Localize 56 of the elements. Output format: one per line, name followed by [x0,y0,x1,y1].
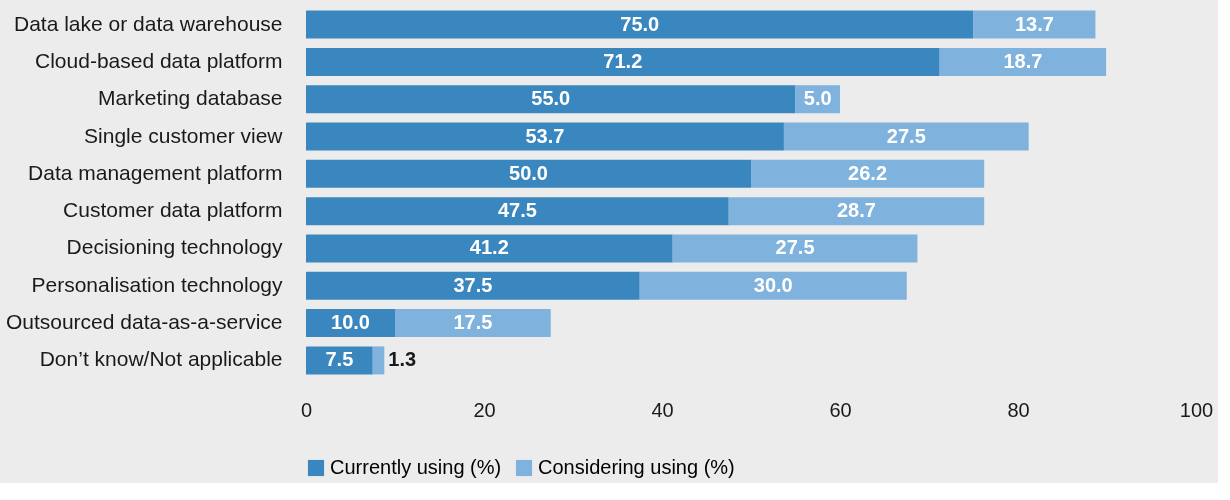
data-label: 27.5 [886,124,926,147]
data-label: 41.2 [469,236,509,259]
bar [395,309,551,338]
data-label: 75.0 [620,12,660,35]
x-tick-label: 100 [1179,398,1214,421]
data-label: 10.0 [331,311,370,334]
x-tick-label: 60 [829,398,852,421]
data-label: 50.0 [509,161,548,184]
bar [306,122,784,151]
data-label: 53.7 [525,124,565,147]
y-tick-label: Don’t know/Not applicable [39,347,283,371]
x-tick-label: 80 [1007,398,1030,421]
data-label: 1.3 [388,348,417,371]
data-label: 26.2 [848,161,888,184]
y-tick-label: Personalisation technology [31,272,283,296]
data-label: 55.0 [531,87,571,110]
bar [306,234,673,263]
data-label: 28.7 [837,199,876,222]
y-tick-label: Data management platform [28,160,283,184]
bar [728,197,985,226]
x-tick-label: 20 [473,398,496,421]
bar [783,122,1029,151]
y-tick-label: Outsourced data-as-a-service [5,310,283,334]
bar [306,271,640,300]
y-tick-label: Customer data platform [63,198,283,222]
data-label: 37.5 [453,273,493,296]
y-tick-label: Decisioning technology [66,235,283,259]
y-tick-label: Marketing database [98,86,283,110]
bar [939,47,1107,76]
bar [306,346,373,375]
bar [306,10,974,39]
data-label: 71.2 [603,49,643,72]
y-tick-label: Single customer view [84,123,284,147]
bar [306,159,751,188]
data-label: 17.5 [453,311,493,334]
y-tick-label: Data lake or data warehouse [14,11,283,35]
data-label: 30.0 [753,273,793,296]
data-label: 5.0 [803,87,832,110]
legend-label: Considering using (%) [538,456,735,478]
bar [306,197,729,226]
bar [306,85,796,114]
bar [372,346,385,375]
x-tick-label: 0 [300,398,313,421]
data-label: 18.7 [1003,49,1043,72]
bar [751,159,985,188]
data-label: 7.5 [325,348,354,371]
bar [306,47,940,76]
data-label: 13.7 [1015,12,1054,35]
bar [973,10,1096,39]
y-tick-label: Cloud-based data platform [35,48,283,72]
x-tick-label: 40 [651,398,674,421]
bar [639,271,907,300]
data-label: 47.5 [497,199,537,222]
data-label: 27.5 [775,236,815,259]
bar [672,234,918,263]
legend-label: Currently using (%) [330,456,502,478]
